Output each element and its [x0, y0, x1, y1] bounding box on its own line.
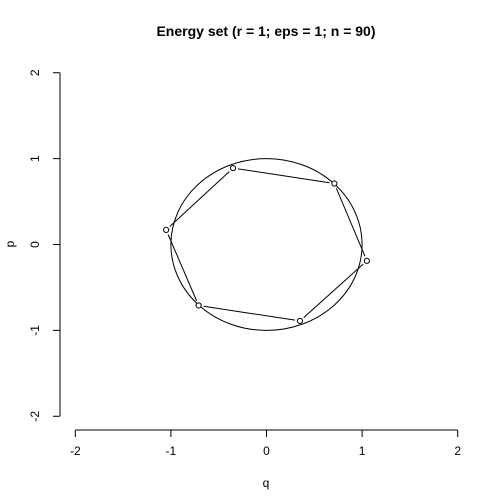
y-tick-label: 2 [28, 69, 42, 76]
polygon-segment [303, 263, 364, 318]
x-tick-label: 1 [359, 444, 366, 458]
polygon-segment [335, 187, 366, 257]
polygon-segment [167, 234, 198, 302]
y-tick-label: -1 [28, 325, 42, 336]
data-point [296, 317, 304, 325]
data-point [331, 180, 338, 187]
y-tick-label: -2 [28, 411, 42, 422]
chart-marks [163, 158, 370, 331]
polygon-segment [237, 168, 330, 184]
x-tick-label: 0 [263, 444, 270, 458]
polygon-segment [169, 171, 230, 227]
data-point [195, 302, 202, 309]
energy-circle [170, 158, 363, 331]
axes: -2 -1 0 1 2 -2 -1 0 1 2 [28, 69, 461, 458]
x-tick-label: -2 [70, 444, 81, 458]
data-point [229, 164, 237, 172]
data-point [163, 226, 170, 234]
y-tick-label: 1 [28, 155, 42, 162]
x-tick-label: -1 [166, 444, 177, 458]
y-tick-label: 0 [28, 241, 42, 248]
polygon-segment [203, 305, 296, 321]
data-point [363, 257, 370, 264]
y-axis-label: p [3, 240, 17, 247]
chart-title: Energy set (r = 1; eps = 1; n = 90) [156, 23, 375, 39]
x-axis-label: q [263, 476, 270, 490]
x-tick-label: 2 [454, 444, 461, 458]
